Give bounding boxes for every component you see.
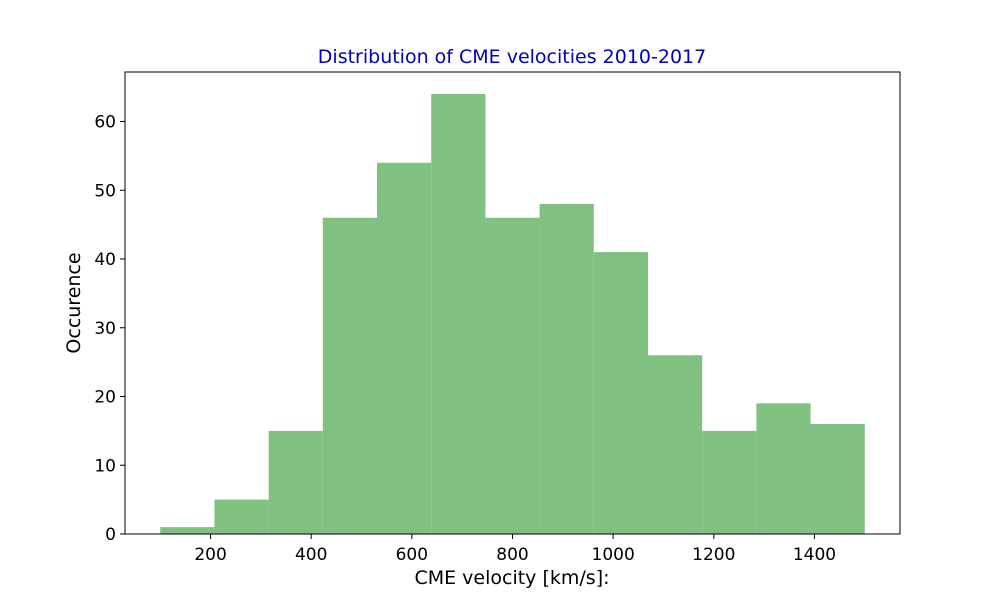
y-tick-label: 60 <box>94 113 116 133</box>
x-tick-label: 400 <box>295 545 327 565</box>
bars-group <box>160 94 865 534</box>
histogram-bar <box>377 162 432 534</box>
x-tick-label: 1000 <box>592 545 635 565</box>
y-axis-label: Occurence <box>63 252 85 353</box>
histogram-bar <box>485 217 540 534</box>
histogram-bar <box>539 204 594 534</box>
x-tick-label: 800 <box>496 545 528 565</box>
y-tick-label: 40 <box>94 250 116 270</box>
histogram-bar <box>160 527 215 534</box>
y-tick-label: 50 <box>94 181 116 201</box>
y-tick-label: 10 <box>94 456 116 476</box>
x-axis-label: CME velocity [km/s]: <box>414 567 609 589</box>
histogram-bar <box>593 252 648 534</box>
y-tick-label: 20 <box>94 388 116 408</box>
x-axis-ticks: 200 400 600 800 1000 1200 1400 <box>194 534 836 565</box>
histogram-bar <box>810 424 865 534</box>
histogram-bar <box>214 499 269 534</box>
x-tick-label: 1400 <box>793 545 836 565</box>
histogram-bar <box>431 94 486 534</box>
y-tick-label: 30 <box>94 319 116 339</box>
histogram-bar <box>647 355 703 534</box>
histogram-bar <box>756 403 811 534</box>
y-tick-label: 0 <box>105 525 116 545</box>
x-tick-label: 1200 <box>692 545 735 565</box>
chart-title: Distribution of CME velocities 2010-2017 <box>318 46 706 68</box>
x-tick-label: 200 <box>194 545 226 565</box>
histogram-bar <box>322 217 378 534</box>
histogram-bar <box>268 430 323 534</box>
histogram-bar <box>702 430 757 534</box>
x-tick-label: 600 <box>396 545 428 565</box>
y-axis-ticks: 0 10 20 30 40 50 60 <box>94 113 125 545</box>
